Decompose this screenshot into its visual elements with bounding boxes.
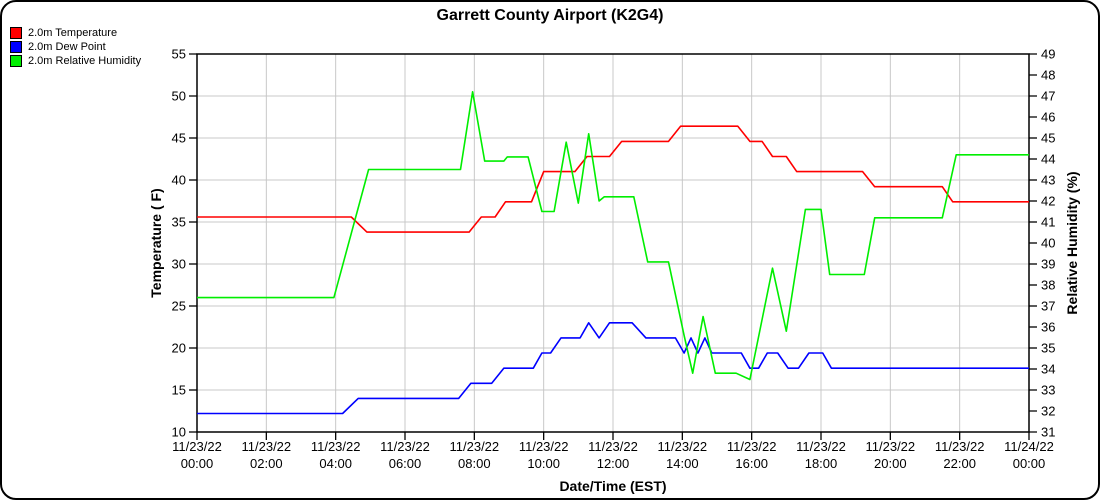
x-tick-time-label: 22:00	[943, 456, 976, 471]
x-tick-date-label: 11/23/22	[658, 439, 708, 454]
y-right-tick-label: 35	[1041, 341, 1055, 356]
y-right-tick-label: 42	[1041, 194, 1055, 209]
x-tick-date-label: 11/23/22	[242, 439, 292, 454]
series-line-temperature	[197, 125, 1029, 233]
x-tick-date-label: 11/23/22	[519, 439, 569, 454]
legend-label-temperature: 2.0m Temperature	[28, 27, 118, 39]
x-tick-time-label: 04:00	[319, 456, 352, 471]
temperature-swatch-icon	[10, 27, 22, 39]
y-left-tick-label: 25	[172, 299, 186, 314]
x-tick-time-label: 20:00	[874, 456, 907, 471]
x-tick-time-label: 10:00	[527, 456, 560, 471]
x-tick-time-label: 16:00	[735, 456, 768, 471]
legend-label-dew-point: 2.0m Dew Point	[28, 41, 106, 53]
y-right-tick-label: 37	[1041, 299, 1055, 314]
y-left-tick-label: 10	[172, 425, 186, 440]
legend-item-temperature: 2.0m Temperature	[10, 26, 141, 40]
y-left-tick-label: 30	[172, 257, 186, 272]
x-tick-date-label: 11/23/22	[796, 439, 846, 454]
x-tick-time-label: 08:00	[458, 456, 491, 471]
y-left-tick-label: 50	[172, 89, 186, 104]
legend: 2.0m Temperature 2.0m Dew Point 2.0m Rel…	[10, 26, 141, 68]
legend-item-dew-point: 2.0m Dew Point	[10, 40, 141, 54]
series-line-dew-point	[197, 321, 1029, 415]
y-right-tick-label: 34	[1041, 362, 1055, 377]
x-tick-time-label: 06:00	[389, 456, 422, 471]
y-right-tick-label: 48	[1041, 68, 1055, 83]
y-left-tick-label: 35	[172, 215, 186, 230]
y-right-tick-label: 46	[1041, 110, 1055, 125]
y-right-tick-label: 33	[1041, 383, 1055, 398]
legend-label-relative-humidity: 2.0m Relative Humidity	[28, 55, 142, 67]
x-tick-date-label: 11/23/22	[727, 439, 777, 454]
y-right-tick-label: 44	[1041, 152, 1055, 167]
y-left-tick-label: 15	[172, 383, 186, 398]
x-tick-time-label: 18:00	[805, 456, 838, 471]
x-tick-time-label: 14:00	[666, 456, 699, 471]
x-tick-date-label: 11/24/22	[1004, 439, 1054, 454]
y-left-tick-label: 20	[172, 341, 186, 356]
x-tick-time-label: 00:00	[1013, 456, 1046, 471]
x-tick-date-label: 11/23/22	[450, 439, 500, 454]
x-tick-time-label: 00:00	[181, 456, 214, 471]
x-tick-date-label: 11/23/22	[172, 439, 222, 454]
y-right-tick-label: 43	[1041, 173, 1055, 188]
x-tick-date-label: 11/23/22	[588, 439, 638, 454]
x-tick-date-label: 11/23/22	[935, 439, 985, 454]
x-axis-title: Date/Time (EST)	[559, 478, 667, 494]
y-right-tick-label: 38	[1041, 278, 1055, 293]
y-right-tick-label: 41	[1041, 215, 1055, 230]
y-left-tick-label: 55	[172, 47, 186, 62]
legend-item-relative-humidity: 2.0m Relative Humidity	[10, 54, 141, 68]
x-tick-date-label: 11/23/22	[866, 439, 916, 454]
x-tick-time-label: 02:00	[250, 456, 283, 471]
y-right-tick-label: 36	[1041, 320, 1055, 335]
dew-point-swatch-icon	[10, 41, 22, 53]
y-right-tick-label: 49	[1041, 47, 1055, 62]
x-tick-date-label: 11/23/22	[380, 439, 430, 454]
y-left-tick-label: 40	[172, 173, 186, 188]
y-right-tick-label: 45	[1041, 131, 1055, 146]
y-right-tick-label: 39	[1041, 257, 1055, 272]
y-right-tick-label: 40	[1041, 236, 1055, 251]
chart-title: Garrett County Airport (K2G4)	[436, 7, 664, 24]
x-tick-date-label: 11/23/22	[311, 439, 361, 454]
relative-humidity-swatch-icon	[10, 55, 22, 67]
y-right-tick-label: 31	[1041, 425, 1055, 440]
x-tick-time-label: 12:00	[597, 456, 630, 471]
series-line-relative-humidity	[197, 91, 1029, 381]
y-right-tick-label: 32	[1041, 404, 1055, 419]
y-right-tick-label: 47	[1041, 89, 1055, 104]
y-left-tick-label: 45	[172, 131, 186, 146]
